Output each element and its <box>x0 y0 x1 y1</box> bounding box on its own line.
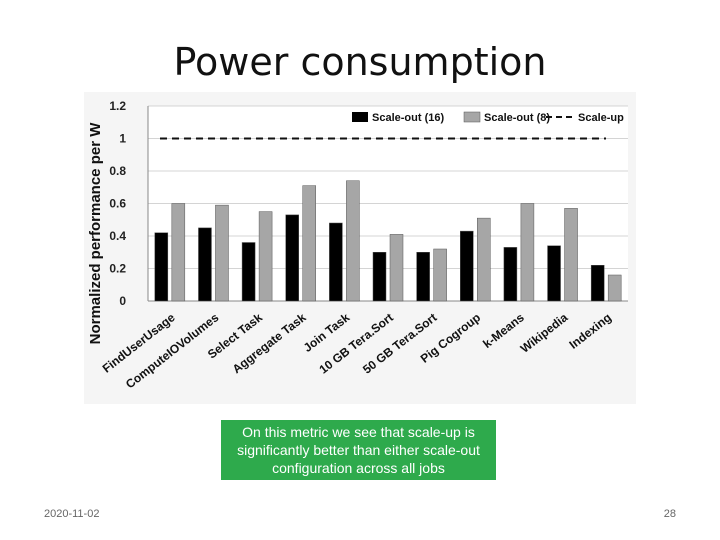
bar-scale-out-8 <box>433 248 447 302</box>
bar-scale-out-16 <box>503 247 518 302</box>
bar-scale-out-16 <box>198 227 212 302</box>
slide-title: Power consumption <box>173 40 547 84</box>
bar-scale-out-16 <box>329 222 343 302</box>
y-axis-title: Normalized performance per W <box>87 122 104 345</box>
bar-scale-out-16 <box>241 242 256 302</box>
y-tick-label: 1 <box>119 132 126 146</box>
y-tick-label: 0 <box>119 294 126 308</box>
bar-scale-out-16 <box>154 232 169 302</box>
bar-scale-out-8 <box>258 211 273 302</box>
legend-label-scale-up: Scale-up <box>578 112 624 124</box>
chart-panel: 0 0.2 0.4 0.6 0.8 1 1.2 FindUserUsage ComputeIOV… <box>84 92 636 404</box>
x-category-label: Wikipedia <box>518 310 571 356</box>
bar-scale-out-8 <box>171 203 186 302</box>
y-tick-label: 0.4 <box>109 229 126 243</box>
y-tick-label: 1.2 <box>109 99 126 113</box>
bar-scale-out-8 <box>477 217 491 302</box>
legend-label-scale-out-8: Scale-out (8) <box>484 112 550 124</box>
bar-scale-out-16 <box>372 252 387 302</box>
bar-scale-out-16 <box>547 245 561 302</box>
x-category-label: 10 GB Tera.Sort <box>316 310 395 376</box>
y-tick-label: 0.8 <box>109 164 126 178</box>
bar-scale-out-16 <box>416 252 430 302</box>
bar-chart: 00.20.40.60.811.2FindUserUsageComputeIOV… <box>87 99 628 391</box>
bar-scale-out-16 <box>460 230 474 302</box>
bar-scale-out-8 <box>346 180 360 302</box>
y-tick-label: 0.2 <box>109 262 126 276</box>
y-tick-label: 0.6 <box>109 197 126 211</box>
x-category-label: 50 GB Tera.Sort <box>360 310 439 376</box>
legend-swatch-scale-out-16 <box>352 112 368 122</box>
x-category-label: Aggregate Task <box>230 310 309 376</box>
bar-scale-out-8 <box>389 234 404 302</box>
callout-box: On this metric we see that scale-up is s… <box>221 420 496 480</box>
bar-scale-out-8 <box>302 185 316 302</box>
x-category-label: Indexing <box>567 310 615 351</box>
bar-scale-out-8 <box>607 274 622 302</box>
legend-label-scale-out-16: Scale-out (16) <box>372 112 444 124</box>
bar-scale-out-16 <box>285 214 299 302</box>
page-number: 28 <box>663 508 676 520</box>
bar-scale-out-8 <box>215 204 229 302</box>
footer-date: 2020-11-02 <box>44 508 100 520</box>
bar-scale-out-8 <box>520 203 535 302</box>
legend-swatch-scale-out-8 <box>463 111 481 123</box>
bar-scale-out-16 <box>590 265 605 302</box>
bar-scale-out-8 <box>564 208 578 302</box>
x-category-label: FindUserUsage <box>100 310 178 375</box>
